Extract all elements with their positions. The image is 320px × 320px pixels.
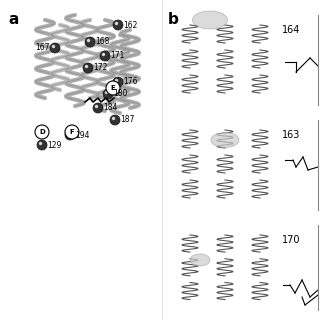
Ellipse shape <box>113 20 123 30</box>
Text: 172: 172 <box>93 63 108 73</box>
Text: 129: 129 <box>47 140 61 149</box>
Text: b: b <box>168 12 179 27</box>
Ellipse shape <box>50 43 60 53</box>
Text: 176: 176 <box>123 77 138 86</box>
Ellipse shape <box>211 132 239 148</box>
Ellipse shape <box>103 89 113 99</box>
Ellipse shape <box>110 115 120 125</box>
Ellipse shape <box>190 254 210 266</box>
Ellipse shape <box>193 11 228 29</box>
Ellipse shape <box>37 140 47 150</box>
Text: 180: 180 <box>113 90 127 99</box>
Text: F: F <box>70 129 74 135</box>
Ellipse shape <box>100 51 110 61</box>
Text: 184: 184 <box>103 103 117 113</box>
Text: 194: 194 <box>75 131 90 140</box>
Text: 163: 163 <box>282 130 300 140</box>
Text: 168: 168 <box>95 37 109 46</box>
Text: 162: 162 <box>123 20 137 29</box>
Ellipse shape <box>85 37 95 47</box>
Ellipse shape <box>106 81 120 95</box>
Ellipse shape <box>113 77 123 87</box>
Ellipse shape <box>93 103 103 113</box>
Text: 167: 167 <box>36 44 50 52</box>
Text: 187: 187 <box>120 116 134 124</box>
Text: D: D <box>39 129 45 135</box>
Text: E: E <box>111 85 116 91</box>
Text: 164: 164 <box>282 25 300 35</box>
Ellipse shape <box>35 125 49 139</box>
Text: 170: 170 <box>282 235 300 245</box>
Ellipse shape <box>65 125 79 139</box>
Text: 171: 171 <box>110 52 124 60</box>
Ellipse shape <box>65 130 75 140</box>
Text: a: a <box>8 12 18 27</box>
Ellipse shape <box>83 63 93 73</box>
